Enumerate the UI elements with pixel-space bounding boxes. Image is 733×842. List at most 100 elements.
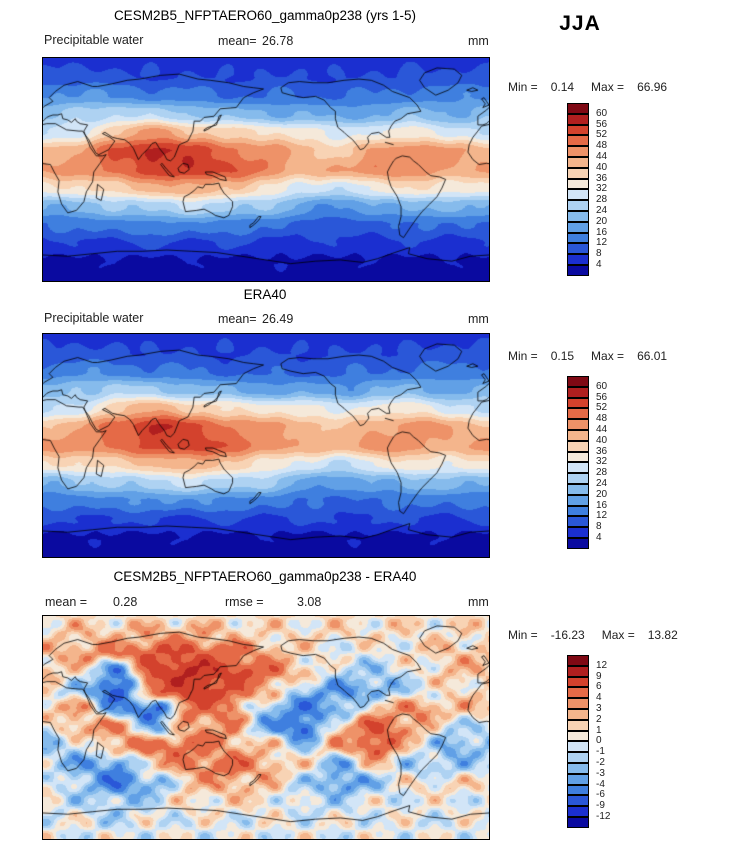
- colorbar-box: [567, 157, 589, 168]
- panel3-min-label: Min =: [508, 628, 538, 642]
- colorbar-box: [567, 484, 589, 495]
- panel2-mean-value: 26.49: [262, 312, 294, 326]
- colorbar-box: [567, 698, 589, 709]
- colorbar-box: [567, 408, 589, 420]
- panel3-units-label: mm: [468, 595, 489, 609]
- colorbar-box: [567, 146, 589, 157]
- colorbar-box: [567, 752, 589, 763]
- colorbar-box: [567, 730, 589, 742]
- colorbar-box: [567, 386, 589, 398]
- colorbar-box: [567, 527, 589, 538]
- colorbar-tick-label: 3: [596, 703, 602, 714]
- colorbar-box: [567, 719, 589, 731]
- colorbar-difference: 12 9 6 4 3 2 1 0 -1 -2 -3 -4 -6 -9 -12: [567, 655, 639, 833]
- colorbar-box: [567, 397, 589, 409]
- colorbar-tick-label: 32: [596, 456, 608, 468]
- panel1-title: CESM2B5_NFPTAERO60_gamma0p238 (yrs 1-5): [113, 8, 417, 23]
- colorbar-box: [567, 462, 589, 474]
- map-canvas-era40: [42, 333, 490, 558]
- colorbar-box: [567, 113, 589, 125]
- panel1-min-value: 0.14: [550, 80, 575, 94]
- panel1-mean-value: 26.78: [262, 34, 294, 48]
- colorbar-box: [567, 430, 589, 441]
- panel3-max-value: 13.82: [647, 628, 678, 642]
- colorbar-tick-label: -12: [596, 811, 611, 822]
- colorbar-tick-label: 8: [596, 521, 602, 533]
- colorbar-box: [567, 773, 589, 785]
- panel2-max-value: 66.01: [637, 349, 668, 363]
- panel1-minmax: Min = 0.14 Max = 66.96: [508, 80, 667, 94]
- colorbar-box: [567, 200, 589, 211]
- colorbar-box: [567, 124, 589, 136]
- colorbar-tick-label: -2: [596, 757, 605, 768]
- panel1-max-label: Max =: [591, 80, 625, 94]
- panel2-min-value: 0.15: [550, 349, 575, 363]
- colorbar-tick-label: 12: [596, 510, 608, 522]
- colorbar-tick-label: 40: [596, 161, 608, 173]
- colorbar-model: 60 56 52 48 44 40 36 32 28 24 20 16 12 8 4: [567, 103, 639, 281]
- colorbar-tick-label: 20: [596, 488, 608, 500]
- colorbar-tick-label: 44: [596, 151, 608, 162]
- colorbar-tick-label: 44: [596, 424, 608, 435]
- colorbar-tick-label: 32: [596, 183, 608, 195]
- colorbar-tick-label: 16: [596, 499, 608, 511]
- panel2-units-label: mm: [468, 312, 489, 326]
- colorbar-box: [567, 817, 589, 828]
- panel2-minmax: Min = 0.15 Max = 66.01: [508, 349, 667, 363]
- colorbar-box: [567, 795, 589, 807]
- colorbar-box: [567, 178, 589, 190]
- colorbar-tick-label: 1: [596, 724, 602, 736]
- colorbar-box: [567, 232, 589, 244]
- colorbar-tick-label: 4: [596, 692, 602, 704]
- colorbar-box: [567, 473, 589, 484]
- colorbar-tick-label: 28: [596, 194, 608, 206]
- panel3-mean-value: 0.28: [113, 595, 138, 609]
- colorbar-tick-label: 24: [596, 205, 608, 216]
- colorbar-tick-label: 12: [596, 237, 608, 249]
- panel3-minmax: Min = -16.23 Max = 13.82: [508, 628, 678, 642]
- colorbar-box: [567, 419, 589, 430]
- colorbar-tick-label: 9: [596, 670, 602, 682]
- colorbar-box: [567, 784, 589, 796]
- colorbar-tick-label: 8: [596, 248, 602, 260]
- colorbar-box: [567, 451, 589, 463]
- colorbar-box: [567, 741, 589, 753]
- colorbar-tick-label: 0: [596, 735, 602, 747]
- colorbar-box: [567, 676, 589, 688]
- colorbar-box: [567, 806, 589, 817]
- panel2-title: ERA40: [243, 287, 287, 302]
- colorbar-box: [567, 665, 589, 677]
- panel3-min-value: -16.23: [550, 628, 585, 642]
- colorbar-box: [567, 103, 589, 114]
- panel1-variable-label: Precipitable water: [44, 33, 144, 47]
- colorbar-tick-label: 40: [596, 434, 608, 446]
- colorbar-box: [567, 494, 589, 506]
- colorbar-tick-label: 12: [596, 659, 608, 671]
- colorbar-tick-label: 24: [596, 478, 608, 489]
- colorbar-box: [567, 538, 589, 549]
- colorbar-box: [567, 516, 589, 528]
- colorbar-tick-label: 2: [596, 713, 602, 725]
- panel3-title: CESM2B5_NFPTAERO60_gamma0p238 - ERA40: [113, 569, 417, 584]
- season-label: JJA: [559, 12, 601, 35]
- colorbar-tick-label: 16: [596, 226, 608, 238]
- colorbar-tick-label: 4: [596, 259, 602, 270]
- colorbar-tick-label: 36: [596, 172, 608, 184]
- panel2-max-label: Max =: [591, 349, 625, 363]
- map-canvas-difference: [42, 615, 490, 840]
- panel1-units-label: mm: [468, 34, 489, 48]
- colorbar-tick-label: 56: [596, 391, 608, 403]
- colorbar-tick-label: 4: [596, 532, 602, 543]
- colorbar-tick-label: 52: [596, 402, 608, 414]
- colorbar-tick-label: 60: [596, 380, 608, 392]
- colorbar-tick-label: -4: [596, 778, 605, 790]
- panel2-variable-label: Precipitable water: [44, 311, 144, 325]
- colorbar-tick-label: 48: [596, 140, 608, 152]
- colorbar-era40: 60 56 52 48 44 40 36 32 28 24 20 16 12 8 4: [567, 376, 639, 554]
- colorbar-tick-label: -1: [596, 746, 605, 758]
- colorbar-box: [567, 167, 589, 179]
- panel1-mean-label: mean=: [218, 34, 257, 48]
- colorbar-box: [567, 376, 589, 387]
- panel3-mean-label: mean =: [45, 595, 88, 609]
